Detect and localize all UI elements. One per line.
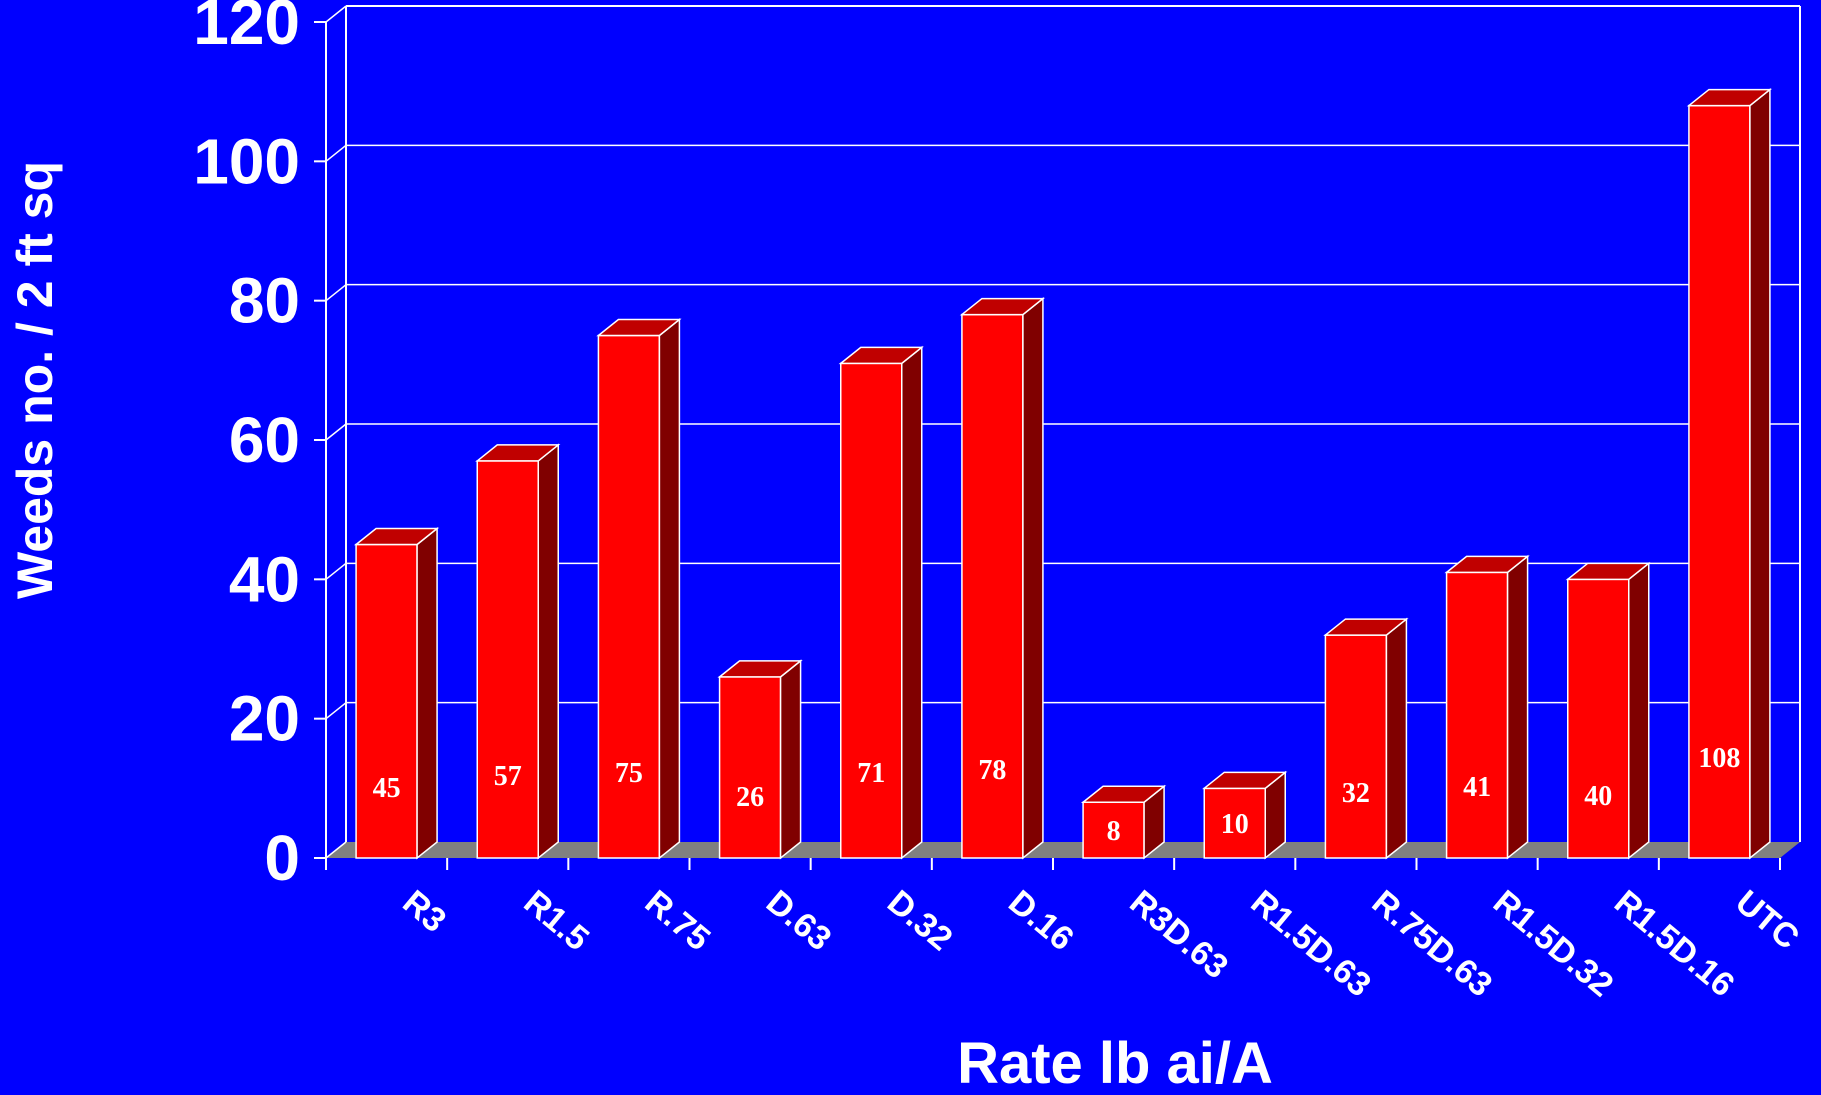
- bar-R1.5: [475, 443, 561, 860]
- data-label: 40: [1584, 781, 1612, 812]
- side-wall-grid-line: [325, 702, 347, 720]
- bar-top: [353, 527, 440, 546]
- bar-side: [1749, 88, 1771, 860]
- bar-D.63: [717, 659, 803, 860]
- y-axis-title: Weeds no. / 2 ft sq: [7, 161, 63, 599]
- bar-front: [1445, 571, 1509, 859]
- bar-side: [779, 659, 802, 860]
- bar-side: [901, 345, 923, 860]
- x-tick-label: R1.5D.16: [1607, 883, 1741, 1004]
- data-label: 8: [1107, 816, 1121, 847]
- bar-top: [1565, 562, 1651, 581]
- chart-floor: [326, 842, 1800, 858]
- bar-front: [961, 313, 1024, 859]
- bar-R3: [353, 526, 440, 860]
- data-label: 75: [615, 758, 643, 789]
- bar-top: [596, 318, 682, 337]
- bar-side: [1506, 554, 1529, 860]
- x-tick-label: D.16: [1001, 883, 1080, 958]
- bar-UTC: [1686, 88, 1773, 860]
- data-label: 78: [978, 755, 1006, 786]
- y-tick-label: 40: [229, 543, 300, 615]
- y-tick-label: 80: [229, 265, 300, 337]
- bar-R.75D.63: [1323, 617, 1409, 860]
- x-tick-label: R3D.63: [1122, 883, 1235, 986]
- data-label: 41: [1463, 772, 1491, 803]
- side-wall-grid-line: [325, 144, 347, 162]
- bar-D.16: [959, 297, 1046, 860]
- bar-top: [959, 297, 1046, 316]
- side-wall-grid-line: [325, 423, 347, 441]
- bar-D.32: [838, 345, 924, 860]
- y-tick-label: 120: [193, 0, 300, 58]
- x-tick-label: R1.5D.63: [1244, 883, 1378, 1004]
- data-labels: 45 57 75 26 71 78 8 10 32 41 40 108: [373, 743, 1741, 847]
- grid-lines: [325, 5, 1800, 859]
- x-tick-label: R.75: [638, 883, 717, 958]
- bar-front: [1688, 104, 1751, 859]
- data-label: 26: [736, 782, 764, 813]
- x-tick-label: D.32: [880, 883, 959, 958]
- bar-front: [1324, 634, 1388, 859]
- side-wall-grid-line: [325, 5, 347, 23]
- bar-front: [840, 362, 903, 859]
- bar-side: [1022, 297, 1044, 860]
- bar-side: [416, 526, 438, 860]
- bar-top: [838, 346, 924, 365]
- x-tick-label: UTC: [1728, 883, 1806, 957]
- y-tick-label: 100: [193, 125, 300, 197]
- bar-R1.5D.32: [1444, 554, 1530, 860]
- x-tick-labels: R3 R1.5 R.75 D.63 D.32 D.16 R3D.63 R1.5D.63R.75…: [395, 883, 1806, 1004]
- bar-top: [717, 660, 803, 678]
- bar-R1.5D.16: [1565, 561, 1651, 860]
- bar-side: [658, 317, 681, 860]
- axes: [314, 21, 1781, 870]
- data-label: 57: [494, 761, 522, 792]
- x-tick-label: D.63: [759, 883, 838, 958]
- y-tick-label: 20: [229, 683, 300, 755]
- side-wall-grid-line: [325, 841, 347, 859]
- x-tick-label: R1.5: [517, 883, 596, 958]
- data-label: 32: [1342, 778, 1370, 809]
- bar-front: [1567, 578, 1630, 859]
- side-wall-grid-line: [325, 562, 347, 580]
- bar-top: [1080, 785, 1167, 804]
- bar-R1.5D.63: [1202, 770, 1288, 860]
- bar-front: [355, 543, 418, 859]
- bar-side: [1628, 561, 1650, 860]
- y-tick-labels: 0 20 40 60 80 100 120: [193, 0, 300, 894]
- data-label: 108: [1698, 743, 1740, 774]
- bar-front: [1203, 787, 1266, 859]
- bar-top: [1202, 771, 1288, 790]
- bar-R3D.63: [1080, 784, 1167, 860]
- bar-R.75: [596, 317, 682, 860]
- bar-front: [476, 460, 539, 859]
- side-wall-grid-line: [325, 284, 347, 302]
- x-tick-label: R.75D.63: [1365, 883, 1499, 1004]
- data-label: 10: [1221, 809, 1249, 840]
- bar-top: [1444, 555, 1530, 574]
- bar-top: [475, 444, 561, 462]
- bar-front: [1082, 801, 1145, 859]
- x-tick-label: R3: [395, 883, 453, 940]
- bars: [353, 88, 1773, 860]
- bar-side: [537, 443, 559, 860]
- data-label: 45: [373, 773, 401, 804]
- bar-top: [1686, 88, 1773, 107]
- bar-top: [1323, 618, 1409, 636]
- y-tick-label: 60: [229, 404, 300, 476]
- x-axis-title: Rate lb ai/A: [957, 1031, 1273, 1095]
- data-label: 71: [857, 758, 885, 789]
- bar-side: [1385, 617, 1408, 860]
- bar-front: [718, 676, 782, 859]
- x-tick-label: R1.5D.32: [1486, 883, 1620, 1004]
- y-tick-label: 0: [264, 822, 300, 894]
